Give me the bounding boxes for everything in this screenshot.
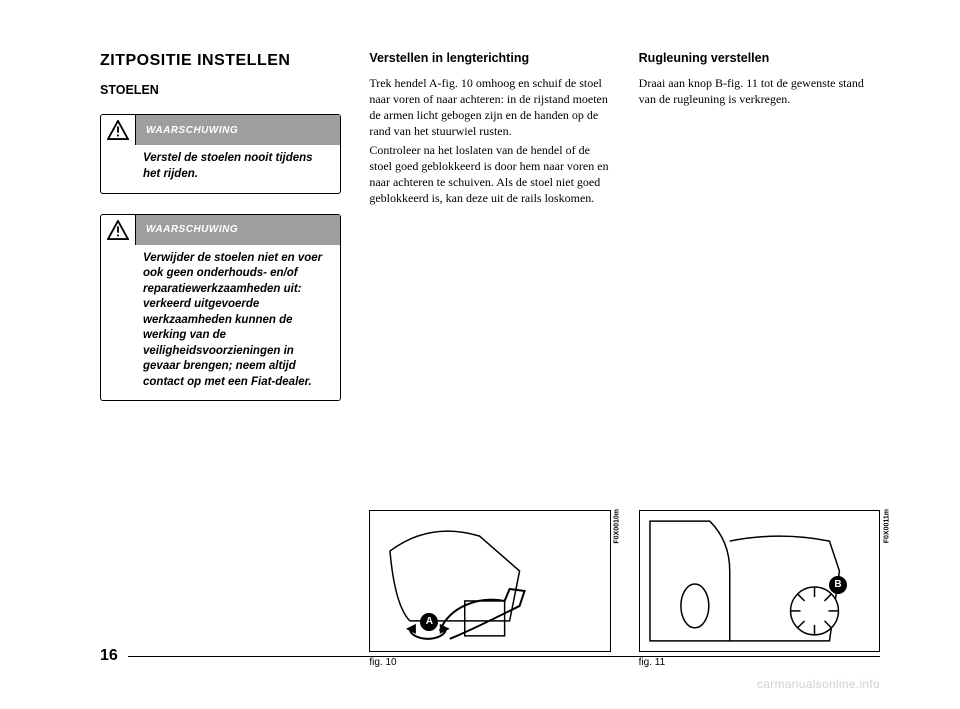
col3-heading: Rugleuning verstellen bbox=[639, 50, 880, 67]
warning-1-text: Verstel de stoelen nooit tijdens het rij… bbox=[109, 151, 332, 182]
column-3-text: Rugleuning verstellen Draai aan knop B-f… bbox=[639, 50, 880, 109]
figure-10-badge: A bbox=[420, 613, 438, 631]
column-2-text: Verstellen in lengterichting Trek hendel… bbox=[369, 50, 610, 208]
manual-page: ZITPOSITIE INSTELLEN STOELEN WAARSCHUWIN… bbox=[100, 50, 880, 669]
warning-header: WAARSCHUWING bbox=[101, 115, 340, 145]
col2-paragraph-2: Controleer na het loslaten van de hendel… bbox=[369, 142, 610, 207]
watermark-text: carmanualsonline.info bbox=[757, 677, 880, 691]
figure-11-badge: B bbox=[829, 576, 847, 594]
warning-header: WAARSCHUWING bbox=[101, 215, 340, 245]
figure-11-container: F0X0011m bbox=[639, 494, 880, 670]
figure-10-container: F0X0010m A fig. 10 bbox=[369, 494, 610, 670]
col2-paragraph-1: Trek hendel A-fig. 10 omhoog en schuif d… bbox=[369, 75, 610, 140]
page-number: 16 bbox=[100, 647, 128, 665]
column-3: Rugleuning verstellen Draai aan knop B-f… bbox=[639, 50, 880, 669]
footer-line bbox=[128, 656, 880, 657]
col3-paragraph-1: Draai aan knop B-fig. 11 tot de gewenste… bbox=[639, 75, 880, 107]
col2-heading: Verstellen in lengterichting bbox=[369, 50, 610, 67]
figure-11: F0X0011m bbox=[639, 510, 880, 652]
column-2: Verstellen in lengterichting Trek hendel… bbox=[369, 50, 610, 669]
figure-10: F0X0010m A bbox=[369, 510, 610, 652]
column-1: ZITPOSITIE INSTELLEN STOELEN WAARSCHUWIN… bbox=[100, 50, 341, 669]
warning-label: WAARSCHUWING bbox=[136, 115, 340, 145]
warning-box-1: WAARSCHUWING Verstel de stoelen nooit ti… bbox=[100, 114, 341, 193]
warning-label: WAARSCHUWING bbox=[136, 215, 340, 245]
page-footer-rule: 16 bbox=[100, 647, 880, 665]
warning-box-2: WAARSCHUWING Verwijder de stoelen niet e… bbox=[100, 214, 341, 402]
page-title: ZITPOSITIE INSTELLEN bbox=[100, 50, 341, 72]
figure-11-code: F0X0011m bbox=[882, 509, 891, 543]
section-subtitle: STOELEN bbox=[100, 82, 341, 99]
warning-icon bbox=[101, 215, 136, 245]
warning-2-text: Verwijder de stoelen niet en voer ook ge… bbox=[109, 251, 332, 391]
figure-10-illustration bbox=[370, 511, 609, 651]
warning-icon bbox=[101, 115, 136, 145]
figure-10-code: F0X0010m bbox=[613, 509, 622, 544]
